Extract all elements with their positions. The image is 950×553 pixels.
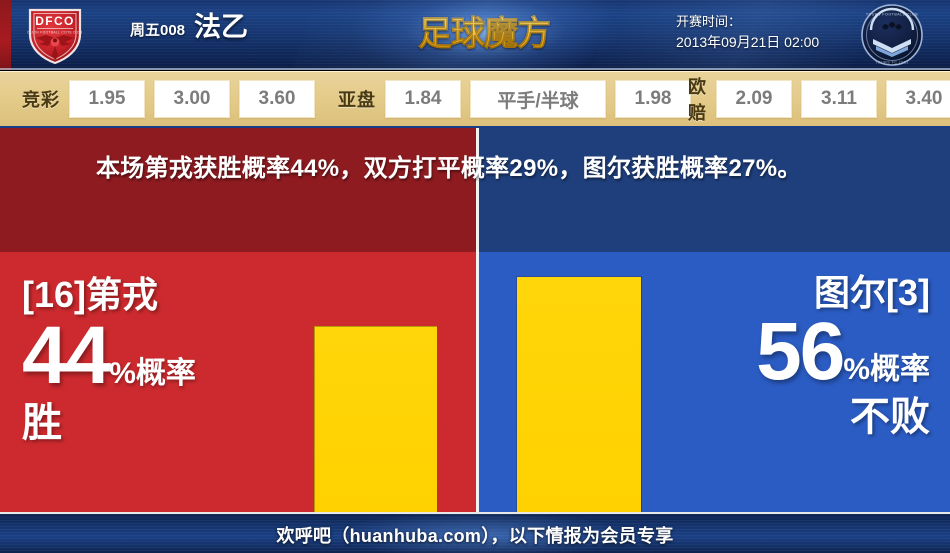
away-stats: 图尔[3] 56 %概率 不败 (660, 252, 930, 512)
away-probability-row: 56 %概率 (660, 310, 930, 394)
summary-band-divider (476, 128, 479, 252)
odds-group-label: 欧赔 (688, 77, 707, 123)
brand-logo: 足球魔方 (404, 0, 564, 64)
svg-text:TOURS FC 1951: TOURS FC 1951 (875, 61, 909, 65)
home-team-name: [16]第戎 (22, 274, 159, 315)
home-outcome-label: 胜 (22, 401, 62, 445)
summary-band-left-half (0, 128, 476, 252)
euro-odds-home[interactable]: 2.09 (716, 80, 792, 118)
handicap-value-away[interactable]: 1.98 (615, 80, 691, 118)
footer-bar: 欢呼吧（huanhuba.com），以下情报为会员专享 (0, 512, 950, 553)
footer-scanline-texture (0, 514, 950, 553)
home-probability-value: 44 (22, 310, 111, 401)
probability-summary-text: 本场第戎获胜概率44%，双方打平概率29%，图尔获胜概率27%。 (96, 155, 802, 182)
away-team-name: 图尔[3] (814, 272, 930, 313)
kickoff-value: 2013年09月21日 02:00 (676, 34, 820, 50)
home-probability-bar (314, 326, 437, 512)
away-outcome-label: 不败 (850, 395, 930, 439)
header-bar: DFCO DIJON FOOTBALL COTE D'OR 周五008 法乙 足… (0, 0, 950, 70)
away-probability-bar (516, 276, 642, 512)
logo-glow (422, 0, 546, 64)
dijon-fco-crest-icon: DFCO DIJON FOOTBALL COTE D'OR (22, 4, 88, 66)
handicap-value-home[interactable]: 1.84 (385, 80, 461, 118)
header-left-red-strip (0, 0, 11, 70)
home-probability-row: 44 %概率 (22, 314, 292, 398)
summary-band: 本场第戎获胜概率44%，双方打平概率29%，图尔获胜概率27%。 (0, 128, 950, 252)
svg-text:TOURS FOOTBALL CLUB: TOURS FOOTBALL CLUB (866, 12, 918, 16)
panel-divider (476, 252, 479, 512)
odds-bar: 竞彩 1.95 3.00 3.60 亚盘 1.84 平手/半球 1.98 欧赔 … (0, 71, 950, 129)
svg-text:DFCO: DFCO (35, 14, 75, 28)
tours-fc-crest-icon: TOURS FOOTBALL CLUB TOURS FC 1951 (858, 3, 926, 67)
odds-group-label: 亚盘 (338, 90, 376, 110)
footer-glow (280, 514, 680, 553)
league-name: 法乙 (194, 12, 249, 42)
odds-group-asian-handicap: 亚盘 1.84 平手/半球 1.98 (338, 72, 691, 126)
away-probability-value: 56 (756, 306, 845, 397)
odds-value-draw[interactable]: 3.00 (154, 80, 230, 118)
match-identifier: 周五008 法乙 (130, 14, 248, 41)
probability-chart: [16]第戎 44 %概率 胜 图尔[3] 56 %概率 不败 (0, 252, 950, 512)
away-probability-unit: %概率 (843, 353, 930, 386)
odds-bar-divider (0, 126, 950, 129)
summary-band-right-half (476, 128, 950, 252)
header-divider (0, 68, 950, 70)
footer-promo-text: 欢呼吧（huanhuba.com），以下情报为会员专享 (276, 525, 674, 546)
kickoff-info: 开赛时间： 2013年09月21日 02:00 (676, 12, 819, 52)
header-scanline-texture (0, 0, 950, 70)
euro-odds-draw[interactable]: 3.11 (801, 80, 877, 118)
home-probability-unit: %概率 (109, 357, 196, 390)
kickoff-label: 开赛时间： (676, 14, 742, 29)
match-number: 周五008 (130, 22, 186, 39)
odds-group-label: 竞彩 (22, 90, 60, 110)
odds-group-european: 欧赔 2.09 3.11 3.40 (688, 72, 950, 126)
home-stats: [16]第戎 44 %概率 胜 (22, 252, 292, 512)
odds-value-away[interactable]: 3.60 (239, 80, 315, 118)
svg-text:DIJON FOOTBALL COTE D'OR: DIJON FOOTBALL COTE D'OR (27, 31, 83, 35)
odds-value-home[interactable]: 1.95 (69, 80, 145, 118)
odds-group-jingcai: 竞彩 1.95 3.00 3.60 (22, 72, 315, 126)
brand-logo-text: 足球魔方 (404, 10, 564, 58)
euro-odds-away[interactable]: 3.40 (886, 80, 950, 118)
handicap-line[interactable]: 平手/半球 (470, 80, 606, 118)
